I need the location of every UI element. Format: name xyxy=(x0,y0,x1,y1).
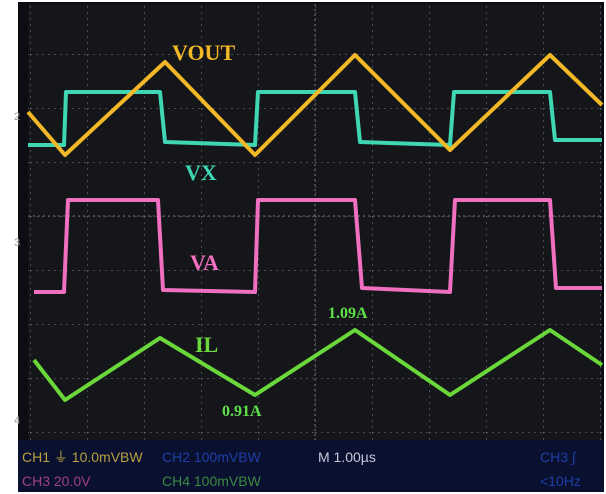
vx-label: VX xyxy=(185,160,217,185)
grid xyxy=(28,4,602,440)
vout-trace xyxy=(26,53,604,157)
vx-trace xyxy=(28,90,602,147)
vout-label: VOUT xyxy=(172,40,235,65)
status-text: CH1 ⏚ 10.0mVBW xyxy=(22,449,143,465)
il-trace xyxy=(32,328,604,402)
status-text: CH3 ∫ xyxy=(540,449,577,465)
channel-marker: 2 xyxy=(14,111,20,123)
channel-marker: 4 xyxy=(14,415,20,427)
status-text: CH4 100mVBW xyxy=(162,473,262,489)
va-label: VA xyxy=(190,250,219,275)
channel-marker: 3 xyxy=(14,237,20,249)
peak-annotation: 1.09A xyxy=(328,305,368,322)
status-text: M 1.00µs xyxy=(318,449,376,465)
status-text: <10Hz xyxy=(540,473,581,489)
va-trace xyxy=(34,198,602,294)
status-text: CH3 20.0V xyxy=(22,473,91,489)
status-bar xyxy=(18,440,604,492)
il-label: IL xyxy=(195,332,218,357)
valley-annotation: 0.91A xyxy=(222,403,262,420)
status-text: CH2 100mVBW xyxy=(162,449,262,465)
